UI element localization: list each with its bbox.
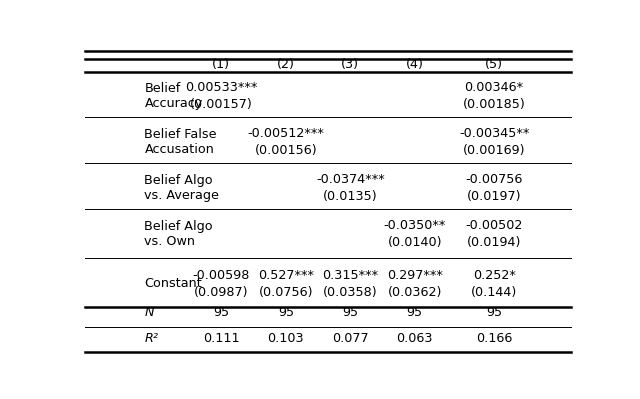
- Text: R²: R²: [145, 332, 159, 345]
- Text: -0.00512***
(0.00156): -0.00512*** (0.00156): [248, 127, 324, 157]
- Text: 95: 95: [407, 306, 423, 319]
- Text: Belief Algo
vs. Own: Belief Algo vs. Own: [145, 220, 213, 248]
- Text: Belief Algo
vs. Average: Belief Algo vs. Average: [145, 174, 220, 202]
- Text: 0.077: 0.077: [332, 332, 369, 345]
- Text: 95: 95: [486, 306, 502, 319]
- Text: 0.063: 0.063: [397, 332, 433, 345]
- Text: -0.00756
(0.0197): -0.00756 (0.0197): [465, 173, 523, 203]
- Text: 0.252*
(0.144): 0.252* (0.144): [471, 269, 517, 298]
- Text: Belief False
Accusation: Belief False Accusation: [145, 128, 217, 156]
- Text: N: N: [145, 306, 154, 319]
- Text: 95: 95: [213, 306, 229, 319]
- Text: 0.111: 0.111: [203, 332, 239, 345]
- Text: (1): (1): [212, 58, 230, 71]
- Text: 0.297***
(0.0362): 0.297*** (0.0362): [387, 269, 443, 298]
- Text: (2): (2): [277, 58, 295, 71]
- Text: 95: 95: [342, 306, 358, 319]
- Text: (5): (5): [485, 58, 503, 71]
- Text: 0.00533***
(0.00157): 0.00533*** (0.00157): [185, 81, 257, 111]
- Text: Belief
Accuracy: Belief Accuracy: [145, 81, 203, 109]
- Text: -0.00345**
(0.00169): -0.00345** (0.00169): [459, 127, 529, 157]
- Text: -0.0374***
(0.0135): -0.0374*** (0.0135): [316, 173, 385, 203]
- Text: 0.527***
(0.0756): 0.527*** (0.0756): [258, 269, 314, 298]
- Text: 0.103: 0.103: [268, 332, 304, 345]
- Text: 0.166: 0.166: [476, 332, 513, 345]
- Text: -0.00502
(0.0194): -0.00502 (0.0194): [465, 219, 523, 249]
- Text: (3): (3): [341, 58, 359, 71]
- Text: 0.315***
(0.0358): 0.315*** (0.0358): [323, 269, 378, 298]
- Text: (4): (4): [406, 58, 424, 71]
- Text: 95: 95: [278, 306, 294, 319]
- Text: -0.0350**
(0.0140): -0.0350** (0.0140): [383, 219, 446, 249]
- Text: -0.00598
(0.0987): -0.00598 (0.0987): [193, 269, 250, 298]
- Text: 0.00346*
(0.00185): 0.00346* (0.00185): [463, 81, 525, 111]
- Text: Constant: Constant: [145, 277, 202, 290]
